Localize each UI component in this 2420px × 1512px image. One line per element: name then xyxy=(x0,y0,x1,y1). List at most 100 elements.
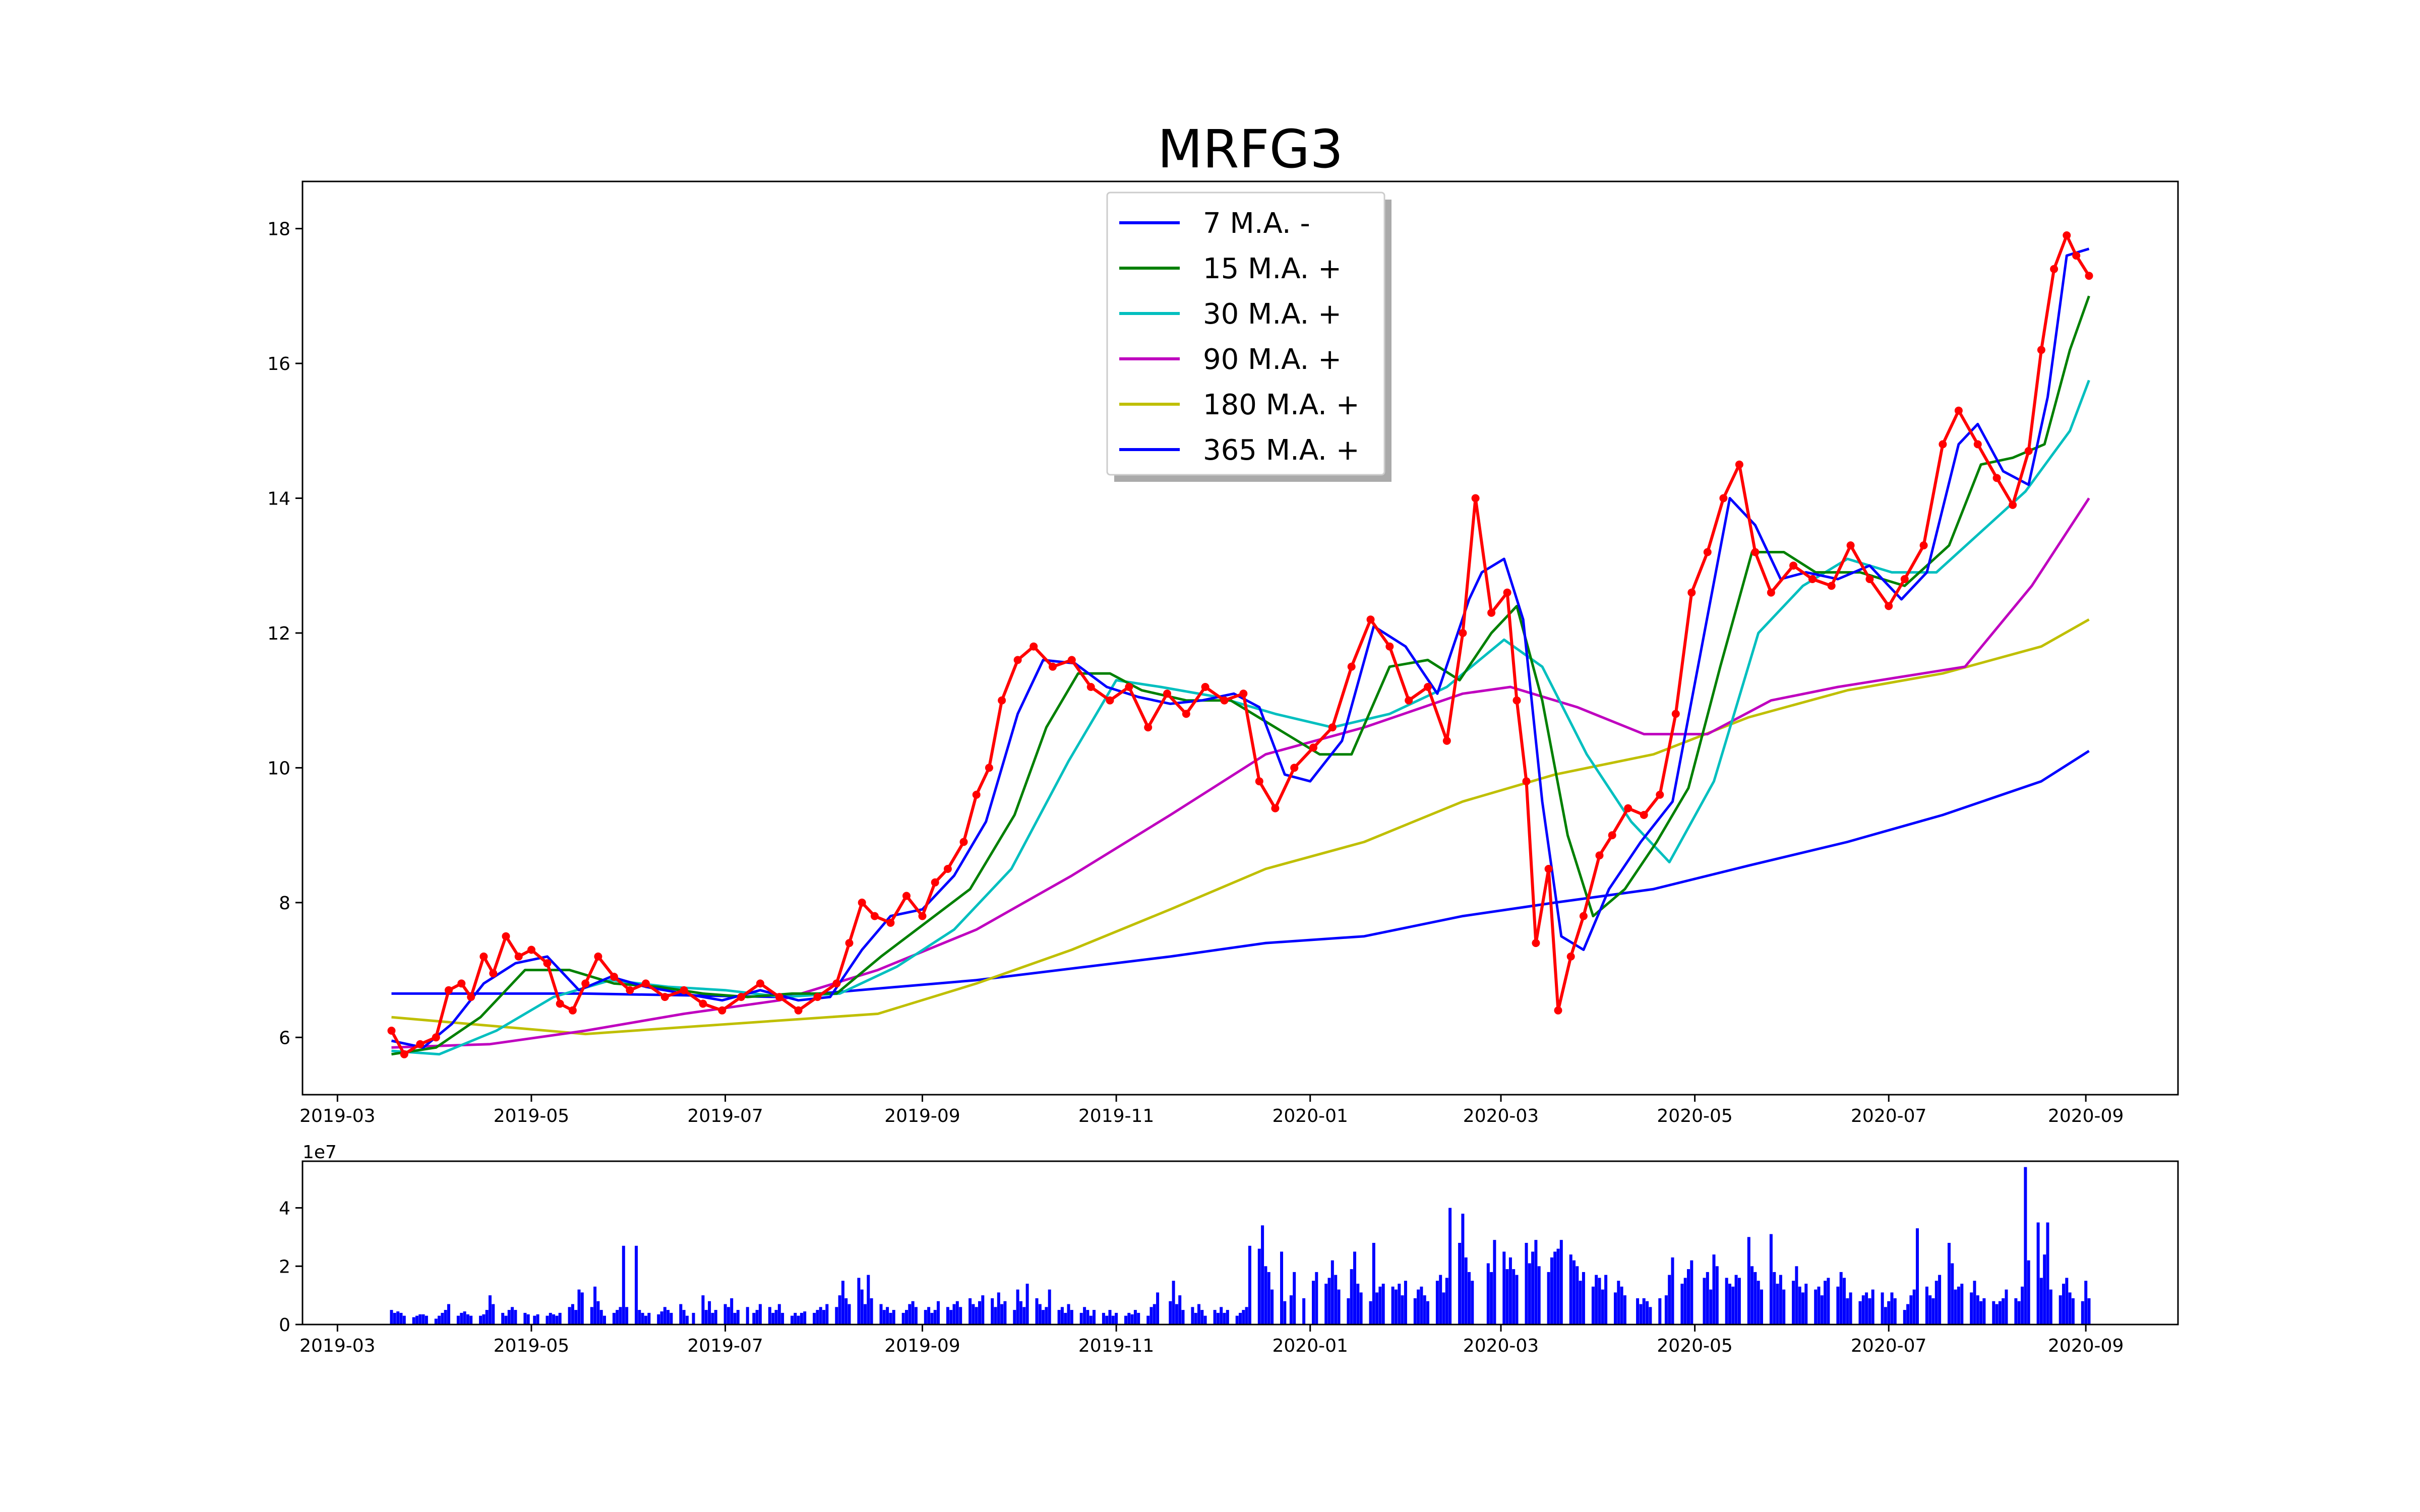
volume-bar xyxy=(1671,1257,1674,1325)
price-point xyxy=(775,993,783,1001)
volume-bar xyxy=(708,1301,711,1325)
volume-bar xyxy=(1620,1286,1623,1325)
x-tick-label: 2020-01 xyxy=(1273,1106,1348,1126)
volume-bar xyxy=(1093,1310,1096,1325)
volume-bar xyxy=(568,1307,571,1325)
y-tick-label: 6 xyxy=(279,1028,290,1048)
volume-bar xyxy=(1925,1286,1928,1325)
volume-bar xyxy=(723,1304,727,1325)
x-tick-label: 2019-09 xyxy=(884,1106,960,1126)
volume-bar xyxy=(1417,1289,1420,1325)
price-point xyxy=(1255,777,1263,786)
volume-bar xyxy=(434,1318,438,1325)
volume-bar xyxy=(444,1310,447,1325)
volume-bar xyxy=(1792,1281,1795,1325)
volume-bar xyxy=(1156,1292,1160,1325)
volume-bar xyxy=(1531,1251,1535,1325)
volume-bar xyxy=(1261,1225,1264,1325)
volume-bar xyxy=(1525,1243,1528,1325)
volume-bar xyxy=(1664,1295,1668,1325)
volume-bar xyxy=(1347,1298,1350,1325)
volume-bar xyxy=(797,1315,800,1325)
volume-bar xyxy=(1827,1278,1830,1325)
volume-bar xyxy=(1220,1307,1223,1325)
volume-bar xyxy=(555,1315,559,1325)
legend: 7 M.A. - 15 M.A. + 30 M.A. + 90 M.A. + 180 M… xyxy=(1106,192,1392,482)
volume-bar xyxy=(1623,1295,1626,1325)
volume-bar xyxy=(523,1312,527,1325)
price-point xyxy=(1735,460,1743,469)
volume-bar xyxy=(1025,1284,1029,1325)
volume-bar xyxy=(882,1310,886,1325)
volume-bar xyxy=(791,1315,794,1325)
x-tick-label: 2020-07 xyxy=(1851,1106,1926,1126)
volume-bar xyxy=(1795,1266,1798,1325)
volume-bar xyxy=(492,1304,495,1325)
volume-bar xyxy=(1334,1275,1338,1325)
volume-bar xyxy=(412,1317,415,1325)
price-point xyxy=(756,979,764,988)
volume-bar xyxy=(593,1286,597,1325)
volume-bar xyxy=(479,1315,482,1325)
x-tick-label: 2019-09 xyxy=(884,1336,960,1356)
volume-bar xyxy=(1146,1315,1150,1325)
volume-bar xyxy=(1315,1272,1318,1325)
price-point xyxy=(527,946,535,954)
volume-bar xyxy=(682,1310,686,1325)
x-tick-label: 2020-09 xyxy=(2048,1106,2124,1126)
volume-bar xyxy=(1547,1272,1550,1325)
price-point xyxy=(832,979,841,988)
volume-bar xyxy=(908,1304,912,1325)
volume-bar xyxy=(1381,1284,1385,1325)
volume-bar xyxy=(1245,1307,1248,1325)
volume-bar xyxy=(2087,1298,2091,1325)
volume-bar xyxy=(469,1315,473,1325)
volume-bar xyxy=(1884,1307,1887,1325)
y-tick-label: 10 xyxy=(267,758,290,779)
volume-bar xyxy=(1057,1310,1061,1325)
volume-bar xyxy=(1779,1275,1782,1325)
price-point xyxy=(1442,736,1451,745)
volume-bar xyxy=(1248,1245,1251,1325)
volume-bar xyxy=(927,1307,931,1325)
volume-bar xyxy=(507,1310,511,1325)
price-point xyxy=(641,979,650,988)
price-point xyxy=(400,1050,408,1058)
volume-bar xyxy=(1801,1292,1804,1325)
price-point xyxy=(1579,912,1588,920)
legend-label: 30 M.A. + xyxy=(1203,298,1342,331)
price-point xyxy=(1808,575,1817,583)
volume-bar xyxy=(758,1304,762,1325)
volume-bar xyxy=(771,1312,775,1325)
price-point xyxy=(445,986,453,994)
volume-bar xyxy=(2081,1301,2084,1325)
price-point xyxy=(1900,575,1909,583)
volume-bar xyxy=(955,1301,959,1325)
volume-bar xyxy=(1420,1286,1423,1325)
volume-bar xyxy=(1000,1304,1004,1325)
y-tick-label: 18 xyxy=(267,219,290,240)
x-tick-label: 2020-03 xyxy=(1463,1106,1539,1126)
volume-bar xyxy=(1865,1292,1868,1325)
volume-bar xyxy=(1916,1228,1919,1325)
volume-bar xyxy=(848,1304,851,1325)
volume-bar xyxy=(590,1307,593,1325)
price-point xyxy=(1144,723,1153,732)
volume-bar xyxy=(1712,1254,1716,1325)
volume-plot-area xyxy=(390,1167,2091,1325)
y-tick-label: 16 xyxy=(267,354,290,374)
x-tick-label: 2019-07 xyxy=(687,1336,763,1356)
volume-bar xyxy=(1617,1281,1620,1325)
volume-bar xyxy=(838,1295,841,1325)
volume-bar xyxy=(1909,1295,1913,1325)
volume-bar xyxy=(2071,1298,2075,1325)
y-tick-label: 2 xyxy=(279,1256,290,1277)
volume-bar xyxy=(1223,1312,1226,1325)
price-point xyxy=(1687,588,1696,597)
volume-bar xyxy=(813,1312,816,1325)
volume-bar xyxy=(1658,1298,1662,1325)
volume-bar xyxy=(1270,1289,1274,1325)
volume-bar xyxy=(577,1289,581,1325)
volume-bar xyxy=(1601,1289,1604,1325)
volume-bar xyxy=(711,1312,714,1325)
